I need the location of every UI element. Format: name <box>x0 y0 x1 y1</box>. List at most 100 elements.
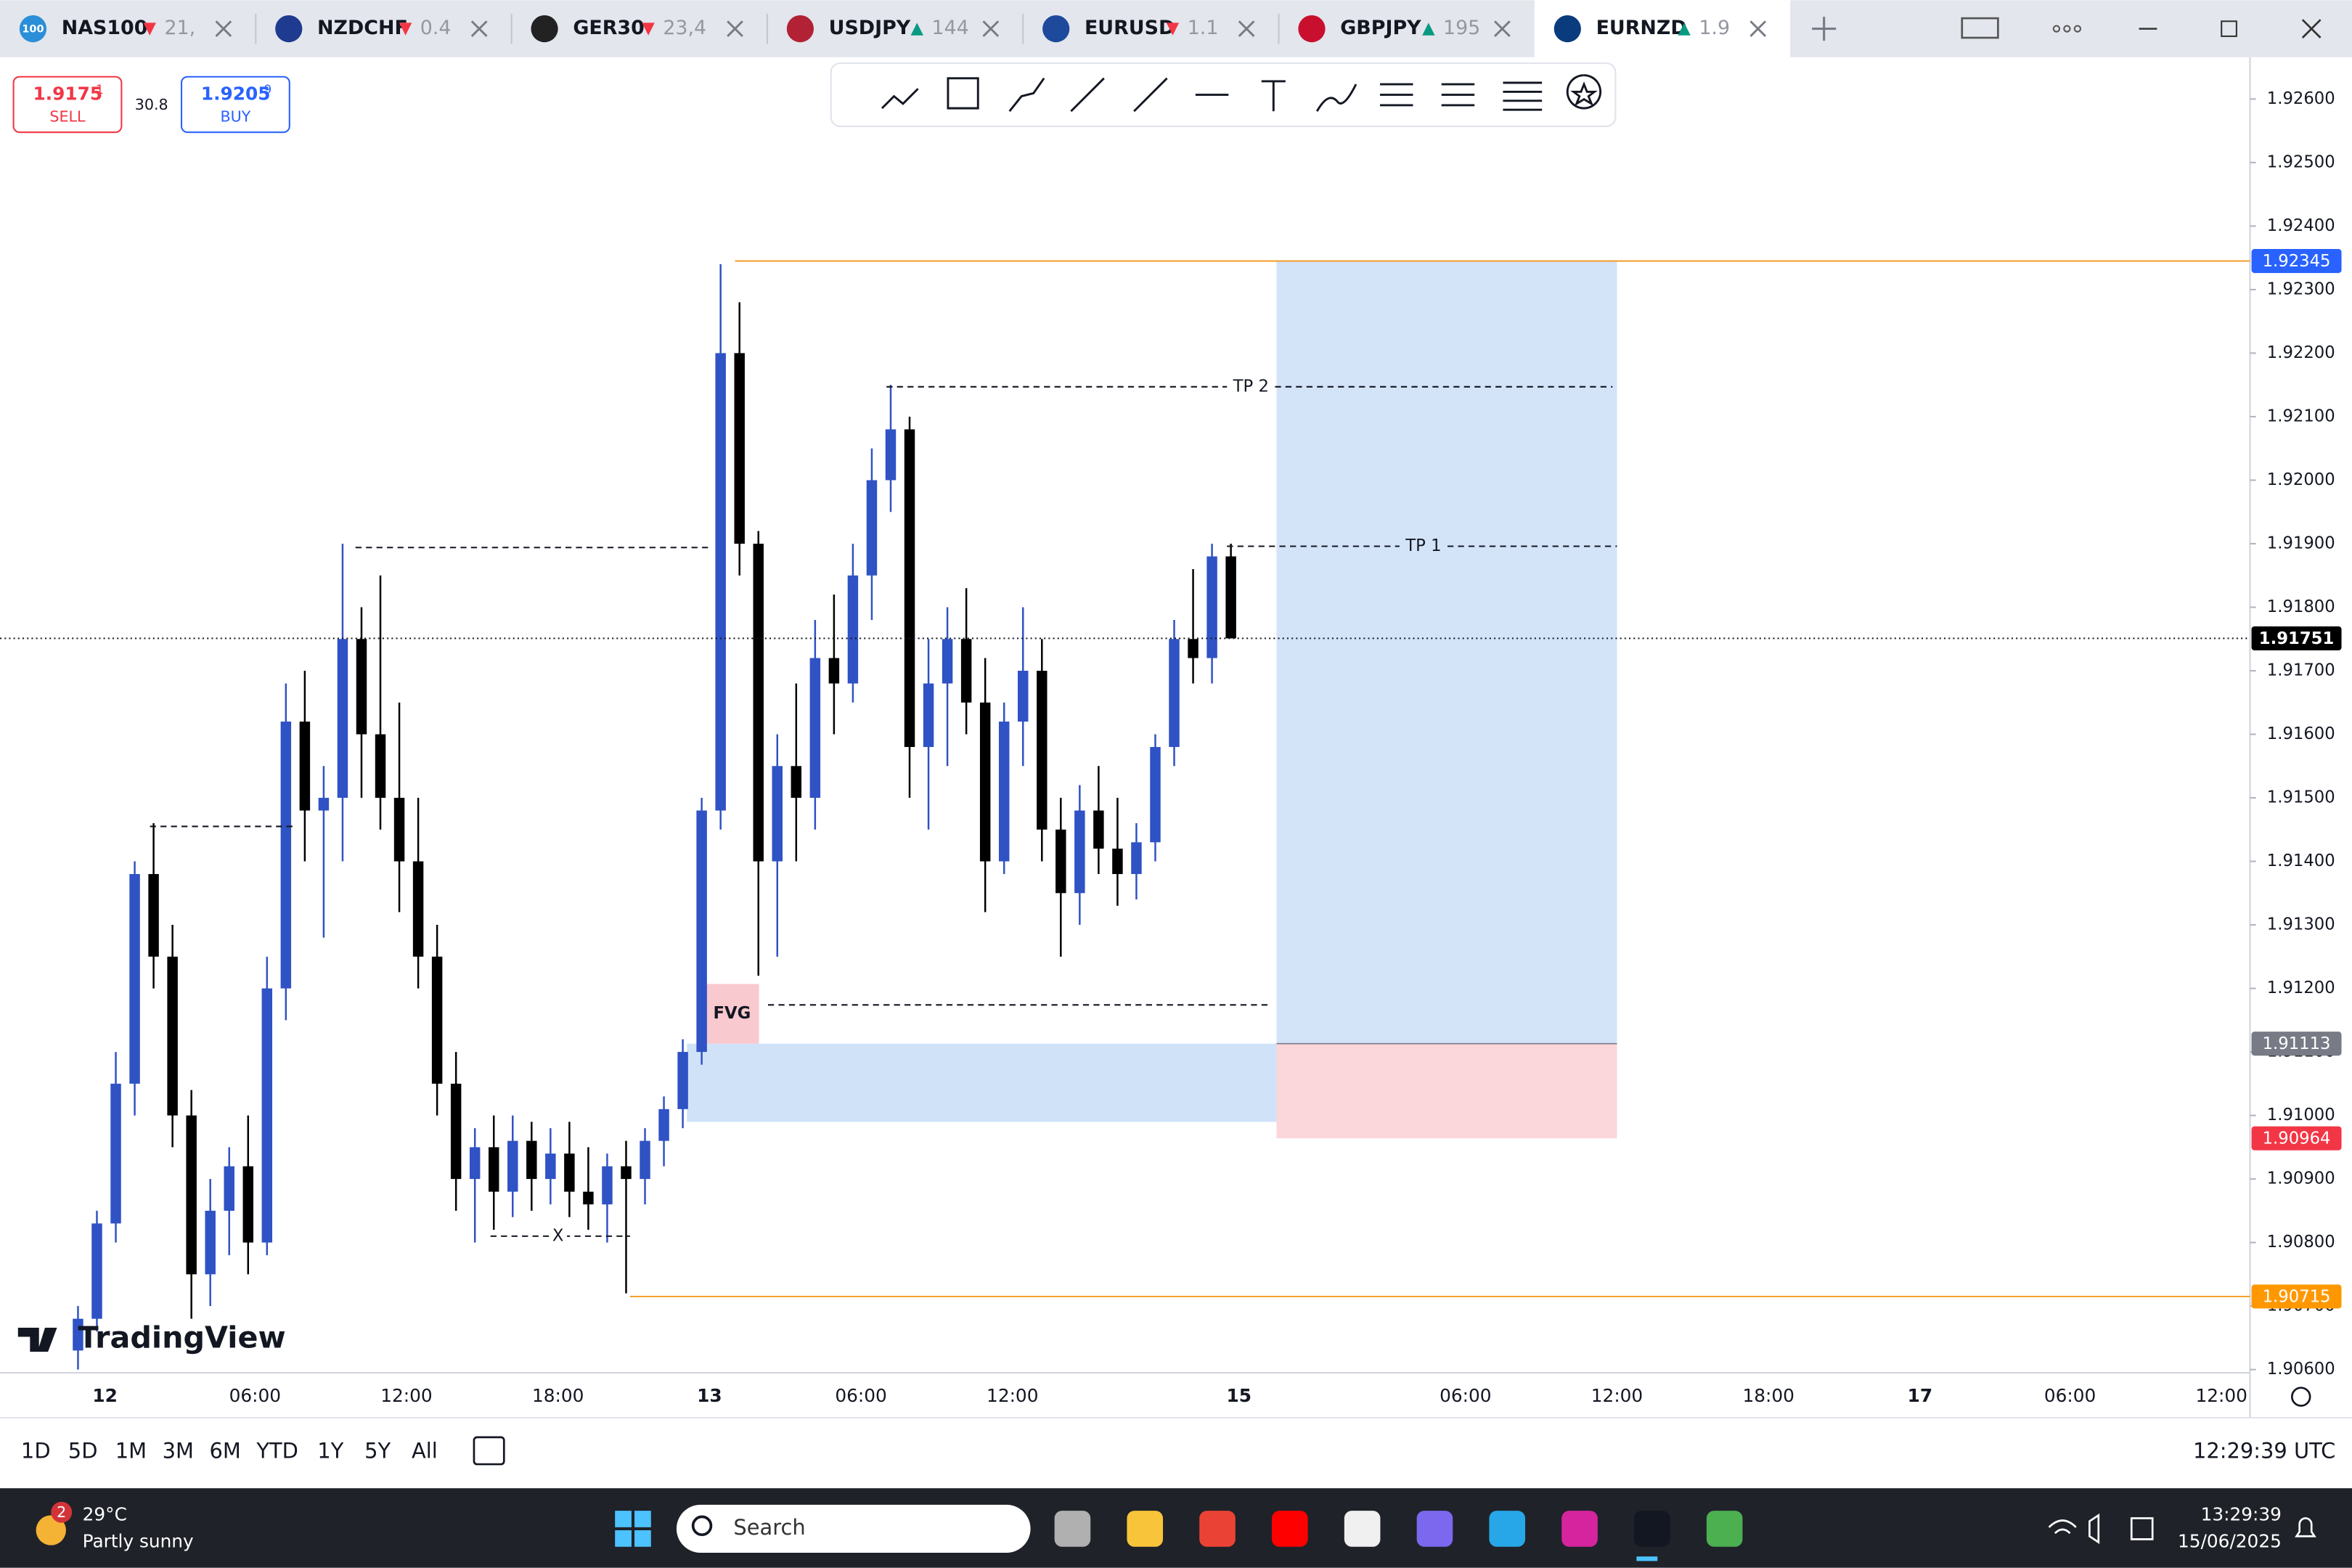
drawing-tool[interactable] <box>947 77 979 110</box>
new-tab[interactable] <box>1812 17 1837 41</box>
start-button[interactable] <box>615 1511 651 1547</box>
drawing-tool[interactable] <box>1315 83 1357 112</box>
tab-arrow: ▼ <box>399 19 412 38</box>
notifications-bell[interactable] <box>2295 1517 2316 1538</box>
drawing-tool[interactable] <box>1441 83 1475 107</box>
drawing-tool[interactable] <box>1070 77 1105 113</box>
taskbar-app[interactable] <box>1199 1511 1236 1547</box>
price-tick-label: 1.92100 <box>2267 407 2335 425</box>
layout-button[interactable] <box>1961 17 1999 39</box>
tab-symbol[interactable]: EURNZD <box>1596 17 1687 39</box>
time-tick-label: 13 <box>697 1385 722 1406</box>
taskbar <box>0 1488 2352 1568</box>
taskbar-app[interactable] <box>1054 1511 1091 1547</box>
tab-arrow: ▲ <box>1678 19 1691 38</box>
candle-body <box>1037 671 1048 830</box>
tab-close[interactable] <box>215 20 232 37</box>
drawing-tool[interactable] <box>1503 81 1543 111</box>
clock: 12:29:39 UTC <box>2193 1439 2335 1463</box>
candle-body <box>261 988 273 1243</box>
fvg-box <box>705 984 759 1044</box>
timeframe-button[interactable]: 5Y <box>364 1439 391 1463</box>
time-tick-label: 06:00 <box>835 1385 886 1406</box>
sell-price-sup: 1 <box>96 83 104 97</box>
taskbar-app[interactable] <box>1344 1511 1381 1547</box>
tp2-label-bg <box>1227 376 1275 398</box>
drawing-tool[interactable] <box>881 88 919 110</box>
timeframe-button[interactable]: 1Y <box>317 1439 343 1463</box>
candle-body <box>1169 639 1180 748</box>
candle-body <box>526 1140 537 1180</box>
taskbar-app[interactable] <box>1634 1511 1670 1547</box>
tab-symbol[interactable]: NZDCHF <box>317 17 408 39</box>
tab-symbol[interactable]: GBPJPY <box>1340 17 1421 39</box>
candle-body <box>979 702 991 862</box>
tab-close[interactable] <box>1238 20 1255 37</box>
tab-close[interactable] <box>470 20 488 37</box>
axis-settings[interactable] <box>2291 1387 2311 1407</box>
candle-body <box>923 683 934 748</box>
close-window[interactable] <box>2301 19 2322 38</box>
candle-body <box>602 1166 613 1205</box>
sell-price: 1.9175 <box>33 83 102 105</box>
candle-body <box>167 956 178 1116</box>
drawing-tool[interactable] <box>1261 80 1286 112</box>
tab-price: 23,4 <box>663 17 706 39</box>
tab-close[interactable] <box>1494 20 1511 37</box>
tab-symbol[interactable]: GER30 <box>573 17 644 39</box>
timeframe-button[interactable]: All <box>412 1439 438 1463</box>
price-tick-label: 1.91700 <box>2267 661 2335 680</box>
price-badge-label: 1.90964 <box>2263 1130 2331 1148</box>
tab-symbol[interactable]: NAS100 <box>62 17 148 39</box>
tab-close[interactable] <box>727 20 743 37</box>
candle-body <box>677 1052 688 1109</box>
candle-body <box>375 734 386 799</box>
drawing-tool[interactable] <box>1380 83 1413 107</box>
tab-symbol[interactable]: EURUSD <box>1085 17 1175 39</box>
timeframe-button[interactable]: 5D <box>68 1439 98 1463</box>
timeframe-button[interactable]: 3M <box>163 1439 194 1463</box>
drawing-tool[interactable] <box>1133 77 1168 113</box>
timeframe-button[interactable]: YTD <box>256 1439 298 1463</box>
more-dot[interactable] <box>2063 25 2071 33</box>
price-badge <box>2251 249 2342 274</box>
taskbar-app[interactable] <box>1489 1511 1526 1547</box>
weather-icon <box>36 1515 66 1545</box>
taskbar-app[interactable] <box>1706 1511 1743 1547</box>
tab-close[interactable] <box>982 20 1000 37</box>
taskbar-app[interactable] <box>1416 1511 1453 1547</box>
drawing-tool[interactable] <box>1566 74 1602 110</box>
candle-body <box>393 798 405 862</box>
position-stop <box>1276 1043 1617 1139</box>
candle-body <box>337 639 348 799</box>
time-tick-label: 06:00 <box>1440 1385 1491 1406</box>
timeframe-button[interactable]: 1D <box>21 1439 51 1463</box>
drawing-tool[interactable] <box>1008 77 1045 113</box>
tab-close[interactable] <box>1749 20 1767 37</box>
tab-price: 1.9 <box>1699 17 1730 39</box>
price-tick-label: 1.91600 <box>2267 724 2335 743</box>
candle-body <box>1112 849 1123 875</box>
candle-body <box>621 1166 632 1180</box>
tab-symbol[interactable]: USDJPY <box>829 17 911 39</box>
timeframe-button[interactable]: 6M <box>209 1439 240 1463</box>
tab-price: 0.4 <box>420 17 452 39</box>
candle-body <box>734 353 745 544</box>
sell-button[interactable] <box>12 75 123 134</box>
date-range-button[interactable] <box>473 1436 505 1466</box>
search-box[interactable] <box>676 1504 1031 1553</box>
more-dot[interactable] <box>2073 25 2082 33</box>
price-tick-label: 1.90600 <box>2267 1360 2335 1379</box>
timeframe-button[interactable]: 1M <box>115 1439 147 1463</box>
time-tick-label: 06:00 <box>229 1385 281 1406</box>
candle-body <box>1131 842 1142 875</box>
candle-body <box>715 353 726 811</box>
candle-body <box>450 1083 462 1180</box>
taskbar-app[interactable] <box>1272 1511 1308 1547</box>
more-dot[interactable] <box>2052 25 2061 33</box>
taskbar-app[interactable] <box>1561 1511 1598 1547</box>
restore[interactable] <box>2221 20 2237 37</box>
buy-button[interactable] <box>180 75 290 134</box>
candle-body <box>356 639 367 735</box>
taskbar-app[interactable] <box>1127 1511 1164 1547</box>
